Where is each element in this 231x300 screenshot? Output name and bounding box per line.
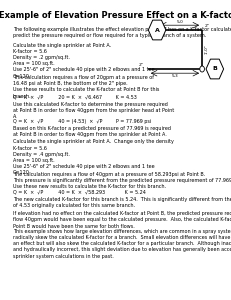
Text: Based on this K-factor a predicted pressure of 77.969 is required
at Point B in : Based on this K-factor a predicted press… bbox=[13, 126, 171, 137]
Circle shape bbox=[200, 66, 204, 72]
Text: Calculate the single sprinkler at Point A.  Change only the density
K-factor = 5: Calculate the single sprinkler at Point … bbox=[13, 140, 173, 175]
Text: 2": 2" bbox=[138, 63, 143, 67]
Text: B: B bbox=[212, 67, 217, 71]
Text: Q = K  ×  √P          20 = K  ×  √6.467         K = 4.53: Q = K × √P 20 = K × √6.467 K = 4.53 bbox=[13, 94, 137, 100]
Text: 2": 2" bbox=[204, 24, 209, 28]
Text: This calculation requires a flow of 20gpm at a pressure of
16.48 psi at Point B,: This calculation requires a flow of 20gp… bbox=[13, 75, 159, 99]
Text: 1'-0": 1'-0" bbox=[205, 45, 209, 54]
Text: A: A bbox=[155, 28, 160, 32]
Text: If elevation had no effect on the calculated K-factor at Point B, the predicted : If elevation had no effect on the calcul… bbox=[13, 211, 231, 229]
Text: 5-0: 5-0 bbox=[176, 20, 183, 24]
Text: Calculate the single sprinkler at Point A.
K-factor = 5.6
Density = .2 gpm/sq.ft: Calculate the single sprinkler at Point … bbox=[13, 43, 154, 79]
Text: The new calculated K-factor for this branch is 5.24.  This is significantly diff: The new calculated K-factor for this bra… bbox=[13, 197, 231, 208]
Text: Example of Elevation Pressure Effect on a K-factor: Example of Elevation Pressure Effect on … bbox=[0, 11, 231, 20]
Text: This example shows how large elevation differences, which are common in a spray : This example shows how large elevation d… bbox=[13, 229, 231, 259]
Text: Q = K  ×  √P          40 = (4.53)  ×  √P         P = 77.969 psi: Q = K × √P 40 = (4.53) × √P P = 77.969 p… bbox=[13, 118, 151, 124]
Text: The following example illustrates the effect elevation pressure has on a K-facto: The following example illustrates the ef… bbox=[13, 27, 231, 38]
Text: Use this calculated K-factor to determine the pressure required
at Point B in or: Use this calculated K-factor to determin… bbox=[13, 102, 174, 119]
Text: Q = K  ×  √P          40 = K  ×  √58.293             K = 5.24: Q = K × √P 40 = K × √58.293 K = 5.24 bbox=[13, 190, 146, 195]
Text: The calculation requires a flow of 40gpm at a pressure of 58.293psi at Point B.
: The calculation requires a flow of 40gpm… bbox=[13, 172, 231, 189]
Text: 5-3: 5-3 bbox=[172, 74, 178, 78]
